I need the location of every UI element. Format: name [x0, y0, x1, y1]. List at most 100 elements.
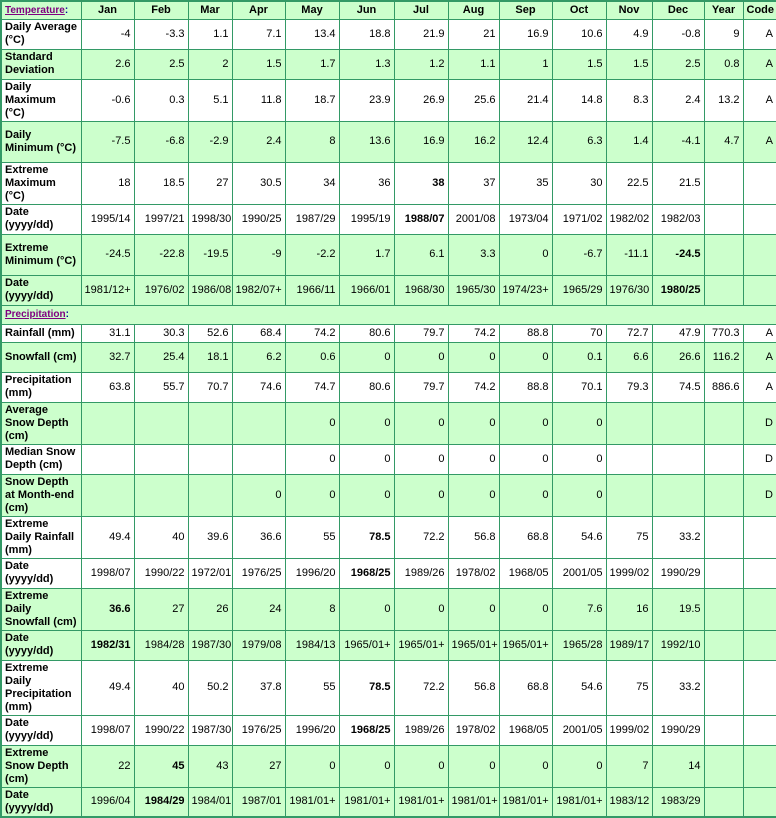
data-cell: 33.2: [651, 515, 705, 559]
data-cell: -3.3: [133, 18, 189, 50]
row-label: Date (yyyy/dd): [0, 714, 82, 746]
data-cell: 1972/01: [187, 557, 233, 589]
data-cell: 30: [551, 161, 607, 205]
data-cell: 6.3: [551, 120, 607, 163]
temperature-colon: :: [64, 4, 69, 16]
table-row: Date (yyyy/dd) 1996/04 1984/29 1984/01 1987/…: [0, 786, 776, 818]
data-cell: 1998/07: [80, 557, 135, 589]
data-cell: [231, 401, 286, 445]
data-cell: 1990/29: [651, 714, 705, 746]
data-cell: 72.2: [393, 515, 449, 559]
data-cell: 1965/28: [551, 629, 607, 661]
code-cell: A: [742, 18, 776, 50]
table-row: Date (yyyy/dd) 1998/07 1990/22 1987/30 1976/…: [0, 714, 776, 746]
row-label: Date (yyyy/dd): [0, 629, 82, 661]
code-cell: [742, 161, 776, 205]
table-row: Daily Average (°C) -4 -3.3 1.1 7.1 13.4 18.8 21…: [0, 18, 776, 50]
data-cell: 39.6: [187, 515, 233, 559]
data-cell: 16.9: [393, 120, 449, 163]
data-cell: [651, 443, 705, 475]
data-cell: 1990/25: [231, 203, 286, 235]
row-label: Standard Deviation: [0, 48, 82, 80]
year-cell: 0.8: [703, 48, 744, 80]
code-cell: [742, 629, 776, 661]
table-row: Standard Deviation 2.6 2.5 2 1.5 1.7 1.3 1.2 1.1…: [0, 48, 776, 80]
row-label: Precipitation (mm): [0, 371, 82, 403]
data-cell: 4.9: [605, 18, 653, 50]
year-cell: [703, 659, 744, 716]
data-cell: [80, 473, 135, 517]
data-cell: 1990/22: [133, 714, 189, 746]
data-cell: 56.8: [447, 659, 500, 716]
data-cell: 0: [231, 473, 286, 517]
data-cell: [231, 443, 286, 475]
data-cell: 0: [447, 744, 500, 788]
data-cell: 55: [284, 659, 340, 716]
code-cell: [742, 515, 776, 559]
data-cell: 70.1: [551, 371, 607, 403]
data-cell: 0: [338, 443, 395, 475]
row-label: Date (yyyy/dd): [0, 557, 82, 589]
data-cell: 75: [605, 515, 653, 559]
column-header-jul: Jul: [393, 0, 449, 20]
row-label: Extreme Daily Rainfall (mm): [0, 515, 82, 559]
data-cell: 1984/13: [284, 629, 340, 661]
temperature-section-link[interactable]: Temperature: [5, 4, 65, 16]
precipitation-colon: :: [65, 309, 69, 320]
table-row: Date (yyyy/dd) 1982/31 1984/28 1987/30 1979/…: [0, 629, 776, 661]
data-cell: 79.7: [393, 323, 449, 343]
data-cell: -0.8: [651, 18, 705, 50]
data-cell: 14: [651, 744, 705, 788]
data-cell: 21.9: [393, 18, 449, 50]
year-cell: [703, 203, 744, 235]
year-cell: [703, 515, 744, 559]
data-cell: 1.1: [447, 48, 500, 80]
data-cell: 0: [284, 443, 340, 475]
data-cell: [133, 473, 189, 517]
code-cell: [742, 744, 776, 788]
data-cell: 79.3: [605, 371, 653, 403]
data-cell: 2001/05: [551, 557, 607, 589]
data-cell: 72.7: [605, 323, 653, 343]
data-cell: [605, 443, 653, 475]
data-cell: 2.5: [651, 48, 705, 80]
data-cell: 1987/30: [187, 714, 233, 746]
data-cell: 54.6: [551, 515, 607, 559]
data-cell: 14.8: [551, 78, 607, 122]
data-cell: 0: [447, 473, 500, 517]
year-cell: [703, 557, 744, 589]
data-cell: 37: [447, 161, 500, 205]
data-cell: 1981/01+: [338, 786, 395, 818]
column-header-row: Temperature: Jan Feb Mar Apr May Jun Jul…: [0, 0, 776, 20]
data-cell: 1983/12: [605, 786, 653, 818]
data-cell: 1968/25: [338, 557, 395, 589]
data-cell: 25.4: [133, 341, 189, 373]
data-cell: [80, 443, 135, 475]
data-cell: [133, 401, 189, 445]
data-cell: 43: [187, 744, 233, 788]
data-cell: 1.4: [605, 120, 653, 163]
data-cell: 2001/05: [551, 714, 607, 746]
data-cell: 1968/30: [393, 274, 449, 306]
data-cell: 54.6: [551, 659, 607, 716]
data-cell: 80.6: [338, 323, 395, 343]
data-cell: 72.2: [393, 659, 449, 716]
row-label: Date (yyyy/dd): [0, 203, 82, 235]
precipitation-section-link[interactable]: Precipitation: [5, 309, 66, 320]
data-cell: 18.5: [133, 161, 189, 205]
data-cell: 7.1: [231, 18, 286, 50]
data-cell: 2.5: [133, 48, 189, 80]
data-cell: 78.5: [338, 659, 395, 716]
data-cell: 1: [498, 48, 553, 80]
code-cell: A: [742, 48, 776, 80]
data-cell: 19.5: [651, 587, 705, 631]
data-cell: 80.6: [338, 371, 395, 403]
data-cell: 1966/11: [284, 274, 340, 306]
code-cell: [742, 233, 776, 276]
data-cell: 1974/23+: [498, 274, 553, 306]
code-cell: D: [742, 443, 776, 475]
data-cell: 0: [393, 744, 449, 788]
data-cell: -19.5: [187, 233, 233, 276]
table-row: Extreme Maximum (°C) 18 18.5 27 30.5 34 36 38 37…: [0, 161, 776, 205]
